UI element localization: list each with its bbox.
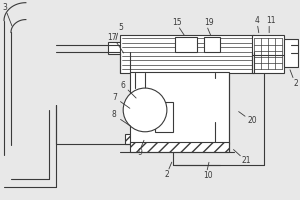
Bar xyxy=(252,35,284,73)
Text: 15: 15 xyxy=(172,18,182,27)
Text: 8: 8 xyxy=(112,110,117,119)
Text: 21: 21 xyxy=(242,156,251,165)
Bar xyxy=(130,142,230,152)
Text: 20: 20 xyxy=(248,116,257,125)
Bar xyxy=(125,134,165,144)
Text: 5: 5 xyxy=(119,23,124,32)
Bar xyxy=(130,72,230,144)
Text: 2: 2 xyxy=(164,170,169,179)
Bar xyxy=(175,78,213,122)
Text: 19: 19 xyxy=(204,18,213,27)
Text: 7: 7 xyxy=(113,93,118,102)
Bar xyxy=(175,37,197,52)
Text: 17: 17 xyxy=(107,33,117,42)
Text: 3: 3 xyxy=(3,3,8,12)
Bar xyxy=(138,120,152,132)
Bar xyxy=(120,35,254,73)
Text: 4: 4 xyxy=(255,16,260,25)
Bar xyxy=(204,37,220,52)
Circle shape xyxy=(123,88,167,132)
Text: 10: 10 xyxy=(203,171,212,180)
Bar xyxy=(108,42,122,54)
Text: 9: 9 xyxy=(138,148,142,157)
Text: 2: 2 xyxy=(294,79,298,88)
Text: 6: 6 xyxy=(121,81,126,90)
Bar xyxy=(284,39,298,67)
Bar xyxy=(155,102,173,132)
Text: 11: 11 xyxy=(266,16,276,25)
